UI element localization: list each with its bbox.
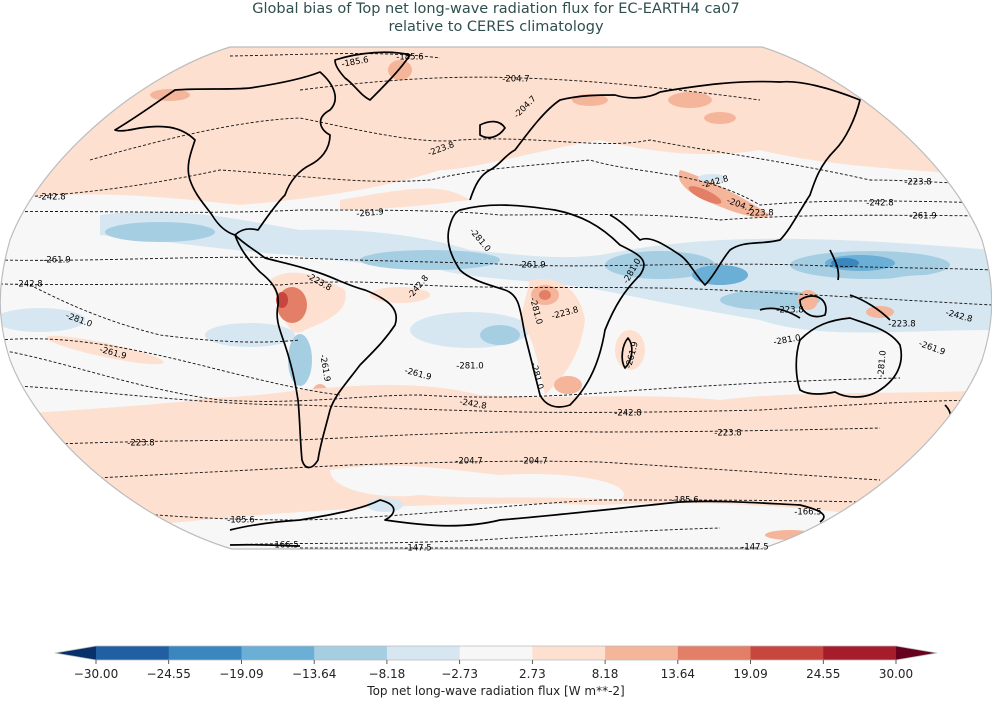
contour-label: -223.8 (746, 209, 773, 219)
contour-label: -281.0 (876, 350, 888, 378)
colorbar-extend-min (55, 646, 96, 660)
colorbar-segment (605, 646, 679, 660)
contour-label: -261.9 (518, 261, 545, 271)
colorbar-segment (386, 646, 461, 660)
colorbar-tick-label: −19.09 (219, 667, 264, 681)
colorbar-segment (459, 646, 533, 660)
colorbar-label: Top net long-wave radiation flux [W m**-… (367, 684, 625, 698)
contour-label: -242.8 (38, 193, 65, 203)
contour-label: -223.8 (714, 429, 741, 439)
contour-label: -204.7 (520, 457, 547, 467)
colorbar-tick-label: −13.64 (291, 667, 337, 681)
contour-label: -204.7 (502, 75, 529, 85)
contour-label: -242.8 (459, 397, 488, 412)
coastlines (114, 51, 952, 547)
contour-label: -166.5 (271, 541, 298, 551)
colorbar-tick-label: 19.09 (733, 667, 768, 681)
contour-label: -185.6 (227, 516, 254, 526)
colorbar-segment (168, 646, 242, 660)
contour-label: -223.8 (776, 306, 803, 316)
colorbar-tick-label: −2.73 (441, 667, 479, 681)
colorbar-tick-label: 13.64 (660, 667, 695, 681)
contour-label: -261.9 (317, 354, 332, 383)
contour-label: -185.6 (341, 55, 370, 70)
title-line-1: Global bias of Top net long-wave radiati… (252, 1, 740, 17)
contour-label: -261.9 (909, 212, 936, 222)
climatology-contours (0, 53, 992, 549)
colorbar-segment (314, 646, 388, 660)
colorbar-segment (750, 646, 824, 660)
colorbar-tick-label: −24.55 (146, 667, 191, 681)
contour-label: -242.8 (15, 280, 42, 290)
chart-title: Global bias of Top net long-wave radiati… (0, 0, 992, 36)
colorbar (54, 645, 938, 664)
contour-label: -281.0 (456, 362, 483, 372)
contour-label: -147.5 (404, 544, 431, 554)
contour-label: -223.8 (904, 178, 931, 188)
colorbar-tick-label: −30.00 (73, 667, 119, 681)
contour-label: -166.5 (794, 508, 821, 518)
title-line-2: relative to CERES climatology (388, 19, 604, 35)
colorbar-segment (96, 646, 170, 660)
contour-label: -281.0 (773, 333, 802, 348)
colorbar-segment (823, 646, 897, 660)
contour-label: -223.8 (888, 320, 915, 330)
contour-label: -185.6 (396, 53, 423, 63)
colorbar-tick-label: 24.55 (806, 667, 841, 681)
colorbar-extend-max (896, 646, 937, 660)
contour-label: -204.7 (455, 457, 482, 467)
contour-label: -261.9 (43, 256, 70, 266)
contour-label: -242.8 (866, 199, 893, 209)
contour-label: -261.9 (356, 207, 384, 219)
colorbar-segment (241, 646, 315, 660)
contour-label: -223.8 (127, 439, 154, 449)
bias-field (0, 47, 992, 549)
contour-label: -185.6 (671, 496, 698, 506)
colorbar-tick-label: 30.00 (878, 667, 914, 681)
contour-label: -147.5 (741, 543, 768, 553)
contour-label: -242.8 (614, 409, 641, 419)
colorbar-tick-label: 8.18 (591, 667, 619, 681)
map-frame (0, 46, 992, 550)
colorbar-segment (532, 646, 606, 660)
colorbar-tick-label: 2.73 (519, 667, 546, 681)
colorbar-tick-label: −8.18 (368, 667, 406, 681)
colorbar-segment (677, 646, 752, 660)
